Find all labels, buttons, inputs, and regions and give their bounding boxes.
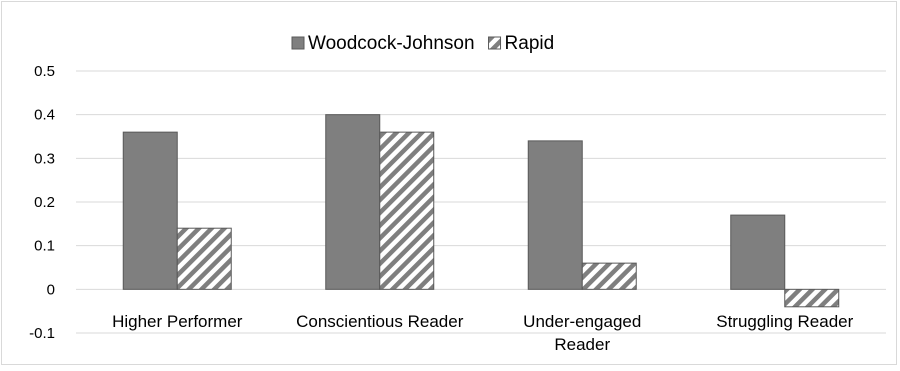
legend-swatch-1	[488, 36, 502, 50]
y-tick-label: 0.5	[34, 63, 55, 80]
bar-chart: -0.1 0 0.1 0.2 0.3 0.4 0.5 Higher Performer Con…	[29, 33, 886, 354]
bar-rapid-2	[581, 262, 637, 290]
gridlines	[76, 70, 886, 334]
legend: Woodcock-Johnson Rapid	[291, 33, 555, 54]
bar-rapid-3	[784, 288, 840, 308]
bar-woodcock-johnson-3	[730, 214, 786, 290]
bar-rapid-0	[176, 227, 232, 290]
legend-label-1: Rapid	[505, 33, 555, 54]
bar-woodcock-johnson-0	[122, 131, 178, 290]
y-tick-label: 0.3	[34, 150, 55, 167]
y-tick-label: 0.2	[34, 194, 55, 211]
y-axis-tick-labels: -0.1 0 0.1 0.2 0.3 0.4 0.5	[29, 63, 55, 342]
y-tick-label: 0.1	[34, 238, 55, 255]
bar-woodcock-johnson-2	[527, 140, 583, 290]
category-label: Struggling Reader	[716, 312, 853, 331]
category-label: Under-engaged Reader	[523, 312, 641, 354]
y-tick-label: 0	[47, 281, 55, 298]
y-tick-label: 0.4	[34, 107, 55, 124]
chart-frame: -0.1 0 0.1 0.2 0.3 0.4 0.5 Higher Performer Con…	[1, 1, 897, 365]
bar-woodcock-johnson-1	[325, 114, 381, 290]
legend-swatch-0	[291, 36, 305, 50]
y-tick-label: -0.1	[29, 325, 55, 342]
x-axis-category-labels: Higher Performer Conscientious Reader Unde…	[112, 312, 854, 354]
bar-rapid-1	[379, 131, 435, 290]
category-label: Conscientious Reader	[296, 312, 464, 331]
category-label: Higher Performer	[112, 312, 243, 331]
bars	[122, 114, 840, 308]
legend-label-0: Woodcock-Johnson	[308, 33, 475, 54]
